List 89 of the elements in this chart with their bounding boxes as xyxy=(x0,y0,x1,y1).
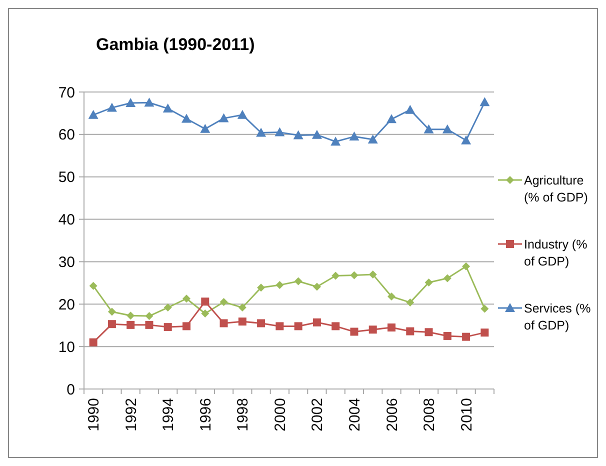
point xyxy=(442,124,452,134)
point xyxy=(388,323,396,332)
point xyxy=(480,328,489,337)
point xyxy=(182,294,190,303)
point xyxy=(424,278,433,287)
legend-label: Industry (% of GDP) xyxy=(524,237,588,268)
point xyxy=(462,332,470,341)
point xyxy=(443,274,452,282)
point xyxy=(256,128,266,137)
point xyxy=(312,130,322,139)
point xyxy=(461,135,472,144)
point xyxy=(218,113,229,122)
point xyxy=(405,104,416,114)
point xyxy=(276,322,284,330)
point xyxy=(126,320,135,329)
point xyxy=(126,98,136,108)
legend-label: Agriculture (% of GDP) xyxy=(524,173,588,204)
point xyxy=(424,124,434,134)
point xyxy=(88,110,98,119)
point xyxy=(238,304,246,312)
point xyxy=(386,114,396,124)
x-tick-label: 1992 xyxy=(122,398,140,432)
point xyxy=(480,97,490,106)
point xyxy=(108,308,116,316)
point xyxy=(89,282,98,290)
y-tick-label: 60 xyxy=(58,126,75,144)
point xyxy=(182,322,190,330)
point xyxy=(312,282,321,291)
y-tick-label: 50 xyxy=(58,169,75,186)
point xyxy=(145,312,154,320)
point xyxy=(237,110,248,119)
point xyxy=(89,338,98,346)
point xyxy=(162,104,173,113)
point xyxy=(350,271,358,280)
point xyxy=(368,326,377,334)
x-tick-label: 1990 xyxy=(86,398,103,432)
point xyxy=(182,114,192,123)
point xyxy=(201,298,210,306)
point xyxy=(480,304,489,313)
x-tick-label: 1994 xyxy=(160,398,178,432)
point xyxy=(200,124,210,133)
point xyxy=(276,281,284,290)
y-tick-label: 70 xyxy=(58,84,75,102)
point xyxy=(201,309,210,318)
y-tick-label: 40 xyxy=(58,212,75,229)
point xyxy=(424,328,433,336)
y-tick-label: 20 xyxy=(58,296,75,314)
point xyxy=(274,127,285,136)
point xyxy=(330,136,341,146)
x-tick-label: 2000 xyxy=(272,398,289,432)
point xyxy=(257,319,266,328)
point xyxy=(406,298,414,306)
point xyxy=(462,262,470,270)
point xyxy=(220,319,228,328)
point xyxy=(368,270,377,278)
point xyxy=(443,332,452,340)
point xyxy=(257,284,266,292)
x-tick-label: 2006 xyxy=(384,398,401,432)
point xyxy=(164,323,172,332)
point xyxy=(350,328,358,336)
x-tick-label: 2008 xyxy=(421,398,438,432)
x-tick-label: 2002 xyxy=(309,398,326,432)
point xyxy=(312,318,321,326)
point xyxy=(406,327,414,336)
point xyxy=(332,322,340,330)
point xyxy=(220,298,228,306)
y-tick-label: 0 xyxy=(66,381,75,398)
y-tick-label: 10 xyxy=(58,338,75,356)
point xyxy=(349,132,360,141)
x-tick-label: 2004 xyxy=(346,398,364,432)
point xyxy=(238,318,246,326)
point xyxy=(388,292,396,301)
x-tick-label: 1996 xyxy=(197,398,214,432)
legend-label: Services (% of GDP) xyxy=(524,301,591,332)
chart-title: Gambia (1990-2011) xyxy=(96,35,255,54)
point xyxy=(294,277,302,286)
point xyxy=(293,130,304,140)
x-tick-label: 2010 xyxy=(458,398,476,432)
point xyxy=(145,320,154,329)
x-tick-label: 1998 xyxy=(234,398,252,432)
point xyxy=(332,272,340,280)
y-tick-label: 30 xyxy=(58,254,75,271)
point xyxy=(294,322,302,330)
point xyxy=(106,102,117,112)
point xyxy=(126,312,135,320)
point xyxy=(164,304,172,312)
point xyxy=(108,320,116,328)
point xyxy=(144,98,154,107)
point xyxy=(368,134,378,144)
